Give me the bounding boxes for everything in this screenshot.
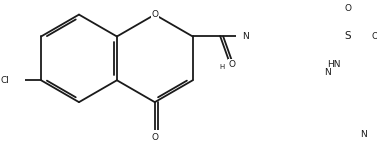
Text: O: O: [151, 10, 158, 19]
Text: N: N: [360, 130, 367, 139]
Text: O: O: [344, 4, 351, 13]
Text: H: H: [219, 64, 225, 70]
Text: O: O: [151, 133, 158, 141]
Text: S: S: [344, 31, 351, 41]
Text: N: N: [324, 68, 331, 77]
Text: Cl: Cl: [1, 76, 10, 85]
Text: O: O: [372, 32, 377, 41]
Text: N: N: [242, 32, 249, 41]
Text: O: O: [228, 60, 235, 69]
Text: HN: HN: [327, 60, 340, 69]
